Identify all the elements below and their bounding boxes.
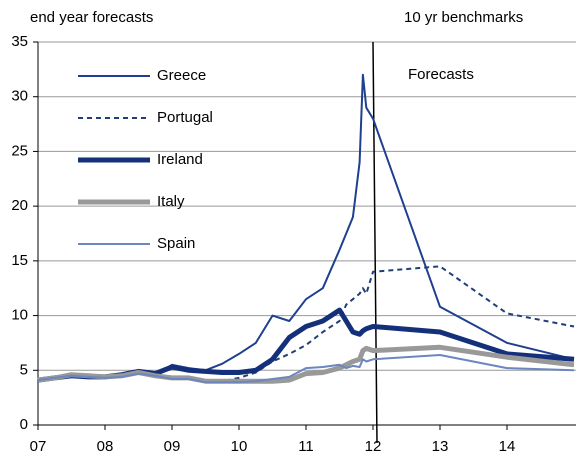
- x-tick-label: 07: [30, 438, 47, 455]
- y-tick-label: 10: [11, 307, 28, 324]
- y-tick-label: 15: [11, 252, 28, 269]
- y-tick-label: 25: [11, 142, 28, 159]
- x-tick-label: 13: [432, 438, 449, 455]
- x-tick-label: 11: [298, 438, 314, 455]
- y-tick-label: 20: [11, 197, 28, 214]
- series-line: [37, 344, 575, 384]
- y-tick-label: 0: [20, 416, 28, 433]
- chart-subtitle: 10 yr benchmarks: [404, 9, 523, 26]
- legend-label: Portugal: [157, 109, 213, 126]
- series-line: [37, 265, 575, 383]
- legend-label: Greece: [157, 67, 206, 84]
- legend-label: Ireland: [157, 151, 203, 168]
- series-line: [37, 307, 575, 383]
- chart-title: end year forecasts: [30, 9, 153, 26]
- series-line: [37, 354, 575, 384]
- x-tick-label: 10: [231, 438, 248, 455]
- legend-label: Italy: [157, 193, 185, 210]
- x-tick-label: 08: [97, 438, 114, 455]
- x-tick-label: 14: [499, 438, 516, 455]
- y-tick-label: 30: [11, 88, 28, 105]
- forecast-divider: [372, 41, 378, 444]
- y-tick-label: 5: [20, 361, 28, 378]
- legend-label: Spain: [157, 235, 195, 252]
- series-line: [37, 73, 575, 380]
- y-tick-label: 35: [11, 33, 28, 50]
- annotation: Forecasts: [408, 66, 474, 83]
- x-tick-label: 09: [164, 438, 181, 455]
- x-tick-label: 12: [365, 438, 382, 455]
